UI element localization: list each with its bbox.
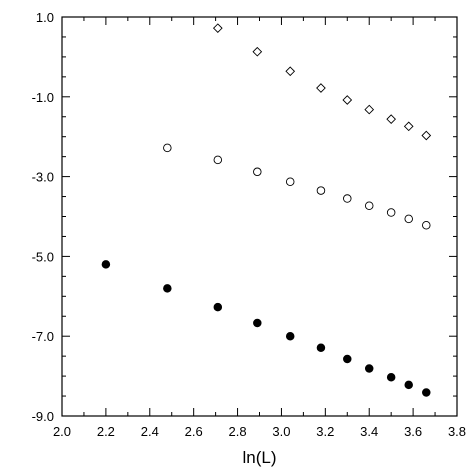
diamond-marker (285, 66, 296, 77)
x-tick-label: 2.8 (229, 424, 247, 439)
y-tick-label: 1.0 (36, 10, 54, 25)
y-tick-label: -3.0 (32, 170, 54, 185)
y-tick-label: -7.0 (32, 329, 54, 344)
filled-circle-marker (404, 380, 413, 390)
filled-circle-marker (163, 284, 172, 293)
open-circle-marker (422, 221, 431, 230)
filled-circle-marker (364, 364, 374, 373)
diamond-marker (342, 95, 353, 105)
x-tick-label: 2.4 (141, 424, 159, 439)
filled-circle-marker (101, 260, 111, 269)
open-circle-marker (213, 155, 223, 165)
open-circle-marker (253, 167, 262, 177)
open-circle-marker (285, 177, 295, 187)
open-circle-marker (404, 214, 413, 224)
diamond-marker (364, 104, 375, 115)
x-tick-label: 3.8 (448, 424, 466, 439)
diamond-marker (212, 23, 223, 34)
open-circle-marker (163, 143, 172, 153)
x-tick-label: 3.0 (272, 424, 290, 439)
x-tick-label: 2.6 (185, 424, 203, 439)
filled-circle-marker (386, 373, 396, 382)
filled-circle-marker (316, 343, 326, 353)
filled-circle-marker (343, 354, 352, 364)
x-tick-label: 3.6 (404, 424, 422, 439)
diamond-marker (252, 46, 263, 57)
data-points (101, 23, 432, 397)
x-tick-label: 2.0 (53, 424, 71, 439)
x-tick-label: 3.4 (360, 424, 378, 439)
filled-circle-marker (253, 318, 262, 328)
x-tick-label: 2.2 (97, 424, 115, 439)
filled-circle-marker (422, 388, 431, 397)
y-tick-label: -9.0 (32, 409, 54, 424)
diamond-marker (403, 121, 414, 132)
diamond-marker (316, 83, 326, 93)
axis-tick-labels: 2.0 2.2 2.4 2.6 2.8 3.0 3.2 3.4 3.6 3.8 1.0 -1.0 -3.… (32, 10, 466, 439)
open-circle-marker (316, 186, 326, 195)
x-axis-title: ln(L) (242, 448, 276, 467)
axis-ticks (61, 16, 458, 417)
open-circle-marker (386, 208, 396, 217)
plot-frame (61, 16, 458, 417)
y-tick-label: -1.0 (32, 90, 54, 105)
y-tick-label: -5.0 (32, 249, 54, 264)
diamond-marker (421, 130, 432, 141)
open-circle-marker (343, 194, 352, 203)
diamond-marker (386, 114, 397, 124)
open-circle-marker (364, 201, 374, 210)
filled-circle-marker (285, 331, 295, 341)
x-tick-label: 3.2 (316, 424, 334, 439)
filled-circle-marker (213, 302, 223, 312)
